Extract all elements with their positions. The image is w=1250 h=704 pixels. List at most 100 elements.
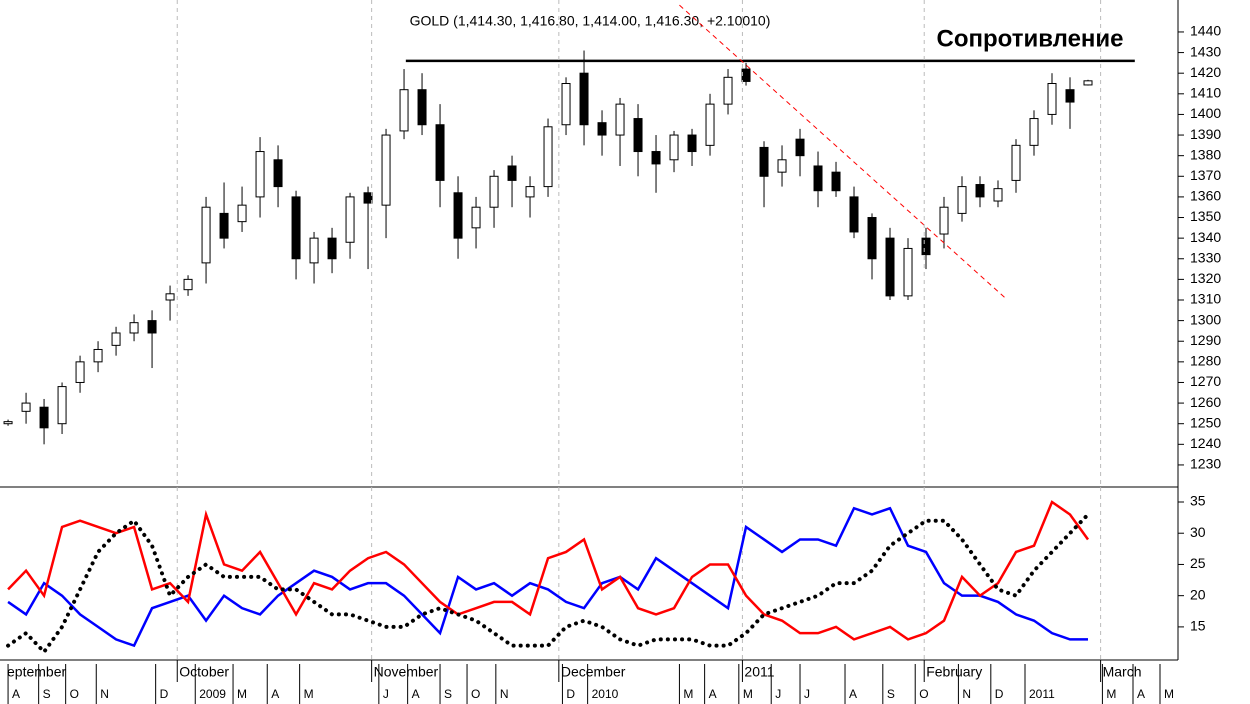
x-tick-label: eptember [7, 664, 66, 680]
candle-body [399, 89, 409, 132]
candle-body [867, 217, 877, 260]
x-minor-tick-label: O [471, 687, 480, 701]
x-minor-tick-label: D [160, 687, 169, 701]
candle-body [885, 237, 895, 297]
x-minor-tick-label: O [70, 687, 79, 701]
candle-body [705, 103, 715, 146]
x-tick-label: November [374, 664, 439, 680]
y-tick-label: 1240 [1190, 435, 1221, 451]
candle-body [723, 76, 733, 105]
y-tick-label: 1360 [1190, 188, 1221, 204]
candle-body [975, 184, 985, 198]
x-tick-label: March [1103, 664, 1142, 680]
y-tick-label: 1250 [1190, 414, 1221, 430]
candle-body [633, 118, 643, 153]
candle-body [255, 151, 265, 198]
y-tick-label: 1410 [1190, 85, 1221, 101]
y-tick-label: 1350 [1190, 208, 1221, 224]
candle-body [507, 165, 517, 181]
x-minor-tick-label: A [849, 687, 857, 701]
candle-body [3, 421, 13, 425]
x-minor-tick-label: J [775, 687, 781, 701]
candle-body [777, 159, 787, 173]
x-minor-tick-label: 2011 [1029, 687, 1055, 701]
candle-body [525, 186, 535, 198]
candle-body [381, 134, 391, 206]
candle-body [795, 138, 805, 157]
x-minor-tick-label: M [237, 687, 247, 701]
candle-body [39, 406, 49, 429]
x-tick-label: 2011 [744, 664, 774, 680]
candle-body [1083, 80, 1093, 86]
candle-body [291, 196, 301, 260]
x-minor-tick-label: A [412, 687, 420, 701]
candle-body [759, 146, 769, 177]
candle-body [993, 188, 1003, 202]
candle-body [957, 186, 967, 214]
candle-body [849, 196, 859, 233]
candle-body [147, 320, 157, 334]
x-minor-tick-label: S [43, 687, 51, 701]
candle-body [201, 206, 211, 264]
candle-body [471, 206, 481, 229]
x-minor-tick-label: M [743, 687, 753, 701]
y-tick-label: 1340 [1190, 229, 1221, 245]
candle-body [183, 278, 193, 291]
candle-body [1029, 118, 1039, 146]
candle-body [561, 83, 571, 126]
y-tick-label: 1290 [1190, 332, 1221, 348]
y-tick-label: 1230 [1190, 456, 1221, 472]
y-tick-label: 35 [1190, 493, 1206, 509]
series-line [7, 506, 1089, 648]
candle-body [543, 126, 553, 188]
x-minor-tick-label: N [962, 687, 971, 701]
candle-body [813, 165, 823, 192]
y-tick-label: 15 [1190, 618, 1206, 634]
x-tick-label: February [926, 664, 982, 680]
y-tick-label: 1390 [1190, 126, 1221, 142]
x-minor-tick-label: 2009 [199, 687, 226, 701]
x-minor-tick-label: M [304, 687, 314, 701]
y-tick-label: 1430 [1190, 43, 1221, 59]
y-tick-label: 1370 [1190, 167, 1221, 183]
x-minor-tick-label: S [887, 687, 895, 701]
candle-body [579, 72, 589, 126]
chart-title: GOLD (1,414.30, 1,416.80, 1,414.00, 1,41… [410, 13, 771, 29]
y-tick-label: 1300 [1190, 311, 1221, 327]
y-tick-label: 30 [1190, 524, 1206, 540]
x-minor-tick-label: O [919, 687, 928, 701]
candle-body [615, 103, 625, 136]
candle-body [831, 171, 841, 192]
y-tick-label: 1380 [1190, 146, 1221, 162]
candle-body [651, 151, 661, 165]
candle-body [327, 237, 337, 260]
candle-body [417, 89, 427, 126]
x-minor-tick-label: A [271, 687, 279, 701]
y-tick-label: 1260 [1190, 394, 1221, 410]
candle-body [597, 122, 607, 136]
candle-body [489, 175, 499, 208]
y-tick-label: 20 [1190, 586, 1206, 602]
x-minor-tick-label: N [500, 687, 509, 701]
x-minor-tick-label: A [12, 687, 20, 701]
x-minor-tick-label: N [100, 687, 109, 701]
series-line [7, 500, 1090, 641]
candle-body [129, 322, 139, 334]
candle-body [669, 134, 679, 161]
candle-body [237, 204, 247, 223]
candle-body [741, 68, 751, 82]
x-minor-tick-label: J [383, 687, 389, 701]
y-tick-label: 1420 [1190, 64, 1221, 80]
candle-body [939, 206, 949, 235]
candle-body [111, 332, 121, 346]
x-minor-tick-label: D [995, 687, 1004, 701]
candle-body [57, 386, 67, 425]
y-tick-label: 1330 [1190, 249, 1221, 265]
candle-body [363, 192, 373, 204]
y-tick-label: 1320 [1190, 270, 1221, 286]
candle-body [453, 192, 463, 239]
candle-body [1011, 144, 1021, 181]
x-minor-tick-label: D [566, 687, 575, 701]
candle-body [21, 402, 31, 412]
